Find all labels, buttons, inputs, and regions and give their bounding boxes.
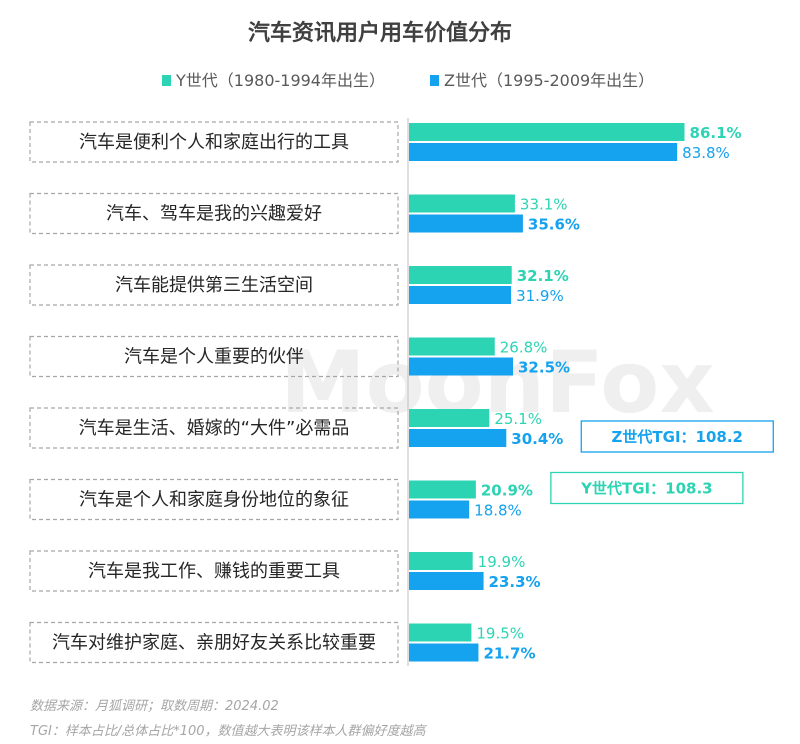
bar-z-2: [409, 286, 512, 304]
category-label-0: 汽车是便利个人和家庭出行的工具: [79, 132, 349, 153]
tgi-box-1: [550, 471, 744, 505]
category-label-3: 汽车是个人重要的伙伴: [124, 347, 304, 368]
legend-swatch-z: [430, 75, 439, 86]
category-box-1: [29, 192, 399, 235]
category-box-3: [29, 335, 399, 378]
bar-y-4: [409, 409, 490, 427]
tgi-annotations: Z世代TGI：108.2 Y世代TGI：108.3: [550, 420, 774, 505]
category-label-6: 汽车是我工作、赚钱的重要工具: [88, 561, 340, 582]
value-label-z-6: 23.3%: [489, 573, 541, 591]
bar-z-4: [409, 429, 507, 447]
bar-y-1: [409, 194, 515, 213]
category-box-5: [29, 478, 399, 521]
value-label-y-0: 86.1%: [690, 124, 742, 142]
category-box-6: [29, 550, 399, 592]
category-label-2: 汽车能提供第三生活空间: [115, 275, 313, 296]
category-label-4: 汽车是生活、婚嫁的“大件”必需品: [79, 418, 350, 439]
legend-label-y: Y世代（1980-1994年出生）: [175, 71, 385, 90]
legend-label-z: Z世代（1995-2009年出生）: [444, 71, 654, 90]
tgi-label-0: Z世代TGI：108.2: [612, 428, 743, 446]
value-label-y-2: 32.1%: [517, 267, 569, 285]
tgi-label-1: Y世代TGI：108.3: [580, 480, 712, 498]
value-label-y-6: 19.9%: [478, 553, 526, 571]
category-label-5: 汽车是个人和家庭身份地位的象征: [79, 490, 349, 511]
bar-z-7: [409, 643, 479, 662]
value-label-y-3: 26.8%: [500, 339, 548, 357]
bar-y-3: [409, 337, 495, 356]
bar-y-2: [409, 266, 512, 284]
value-label-z-1: 35.6%: [528, 216, 580, 234]
category-label-1: 汽车、驾车是我的兴趣爱好: [106, 204, 322, 225]
tgi-box-0: [580, 420, 774, 453]
bar-z-6: [409, 572, 484, 590]
bar-z-1: [409, 214, 523, 233]
bar-z-5: [409, 500, 470, 519]
value-label-z-0: 83.8%: [682, 144, 730, 162]
plot-area: 汽车是便利个人和家庭出行的工具 86.1% 83.8% 汽车、驾车是我的兴趣爱好 33.…: [29, 121, 742, 664]
bar-y-5: [409, 480, 476, 499]
tgi-note: TGI：样本占比/总体占比*100，数值越大表明该样本人群偏好度越高: [30, 724, 428, 739]
category-box-0: [29, 121, 399, 163]
category-box-7: [29, 621, 399, 664]
value-label-z-3: 32.5%: [518, 359, 570, 377]
value-label-z-2: 31.9%: [516, 287, 564, 305]
category-box-2: [29, 264, 399, 306]
bar-y-6: [409, 552, 473, 570]
bar-y-0: [409, 123, 685, 141]
value-label-y-5: 20.9%: [481, 482, 533, 500]
category-box-4: [29, 407, 399, 449]
bar-z-3: [409, 357, 513, 376]
source-note: 数据来源：月狐调研；取数周期：2024.02: [30, 699, 279, 714]
watermark: MoonFox: [280, 333, 715, 433]
category-label-7: 汽车对维护家庭、亲朋好友关系比较重要: [52, 633, 376, 654]
value-label-y-7: 19.5%: [476, 625, 524, 643]
legend-swatch-y: [162, 75, 171, 86]
bar-y-7: [409, 623, 472, 642]
chart-title: 汽车资讯用户用车价值分布: [248, 20, 512, 46]
value-label-z-7: 21.7%: [483, 645, 535, 663]
value-label-y-1: 33.1%: [520, 196, 568, 214]
bar-z-0: [409, 143, 678, 161]
value-label-z-4: 30.4%: [511, 430, 563, 448]
value-label-z-5: 18.8%: [474, 502, 522, 520]
value-label-y-4: 25.1%: [494, 410, 542, 428]
